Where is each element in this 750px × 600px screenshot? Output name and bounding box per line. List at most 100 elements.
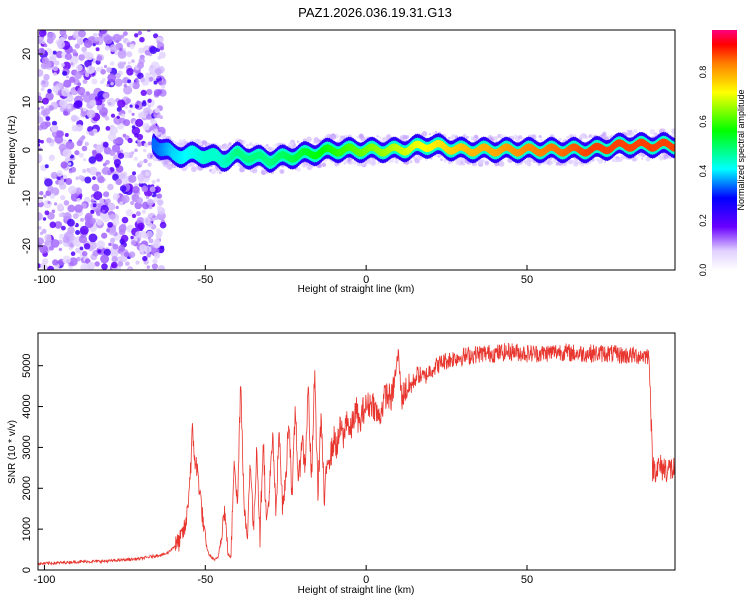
spectrogram-halo-cell xyxy=(166,163,173,170)
x-tick-label: 50 xyxy=(521,274,533,286)
spectrogram-noise-cell xyxy=(102,77,106,82)
spectrogram-noise-cell xyxy=(131,125,136,129)
spectrogram-noise-cell xyxy=(60,161,68,169)
spectrogram-noise-cell xyxy=(60,63,65,67)
spectrogram-noise-cell xyxy=(94,261,100,267)
spectrogram-noise-cell xyxy=(158,80,163,85)
spectrogram-noise-cell xyxy=(146,221,153,228)
spectrogram-noise-cell xyxy=(123,151,130,159)
spectrogram-noise-cell xyxy=(96,105,103,111)
spectrogram-halo-cell xyxy=(161,161,165,164)
spectrogram-halo-cell xyxy=(669,157,672,160)
spectrogram-noise-cell xyxy=(83,51,92,60)
spectrogram-noise-cell xyxy=(129,82,134,87)
spectrogram-noise-cell xyxy=(151,179,156,185)
spectrogram-noise-cell xyxy=(127,137,133,144)
spectrogram-noise-cell xyxy=(88,156,97,164)
spectrogram-noise-cell xyxy=(76,140,83,147)
spectrogram-halo-cell xyxy=(359,133,364,139)
spectrogram-noise-cell xyxy=(115,205,119,210)
spectrogram-noise-cell xyxy=(103,191,109,197)
spectrogram-noise-cell xyxy=(75,230,81,235)
spectrogram-noise-cell xyxy=(148,238,154,244)
spectrogram-noise-cell xyxy=(109,213,116,220)
spectrogram-halo-cell xyxy=(633,129,638,134)
spectrogram-noise-cell xyxy=(38,263,41,269)
spectrogram-noise-cell xyxy=(146,265,150,269)
spectrogram-halo-cell xyxy=(387,134,391,138)
spectrogram-noise-cell xyxy=(138,47,145,54)
spectrogram-x-label: Height of straight line (km) xyxy=(298,284,415,295)
spectrogram-noise-cell xyxy=(52,85,60,93)
spectrogram-halo-cell xyxy=(513,134,519,140)
spectrogram-noise-cell xyxy=(54,202,58,206)
spectrogram-noise-cell xyxy=(112,218,120,226)
spectrogram-noise-cell xyxy=(131,213,137,219)
spectrogram-noise-cell xyxy=(51,139,55,144)
spectrogram-noise-cell xyxy=(40,139,44,144)
spectrogram-noise-cell xyxy=(67,204,76,213)
spectrogram-halo-cell xyxy=(548,163,551,166)
spectrogram-noise-cell xyxy=(156,228,161,233)
spectrogram-noise-cell xyxy=(109,61,115,66)
spectrogram-noise-cell xyxy=(123,119,131,127)
spectrogram-noise-cell xyxy=(136,80,140,83)
spectrogram-noise-cell xyxy=(40,62,48,70)
spectrogram-noise-cell xyxy=(44,210,50,216)
spectrogram-noise-cell xyxy=(113,159,121,167)
spectrogram-noise-cell xyxy=(135,211,141,217)
colorbar-tick-label: 0.6 xyxy=(698,115,708,128)
spectrogram-ridge-cell xyxy=(672,144,675,152)
spectrogram-noise-cell xyxy=(45,121,51,127)
spectrogram-noise-cell xyxy=(58,213,63,218)
spectrogram-noise-cell xyxy=(70,62,74,66)
x-tick-label: -100 xyxy=(33,574,55,586)
spectrogram-noise-cell xyxy=(75,242,81,248)
spectrogram-noise-cell xyxy=(50,171,58,179)
spectrogram-noise-cell xyxy=(38,92,42,97)
spectrogram-noise-cell xyxy=(117,99,126,108)
spectrogram-halo-cell xyxy=(631,156,637,162)
spectrogram-noise-cell xyxy=(130,200,135,206)
spectrogram-halo-cell xyxy=(523,159,530,165)
spectrogram-noise-cell xyxy=(47,88,52,94)
spectrogram-noise-cell xyxy=(141,209,146,214)
spectrogram-noise-cell xyxy=(100,66,104,70)
spectrogram-halo-cell xyxy=(619,156,624,161)
spectrogram-noise-cell xyxy=(38,30,47,37)
spectrogram-noise-cell xyxy=(154,186,161,193)
spectrogram-noise-cell xyxy=(148,205,153,210)
spectrogram-noise-cell xyxy=(63,110,69,116)
y-tick-label: 5000 xyxy=(21,353,33,377)
spectrogram-noise-cell xyxy=(130,235,134,240)
spectrogram-noise-cell xyxy=(67,226,75,234)
y-tick-label: -10 xyxy=(21,190,33,206)
spectrogram-noise-cell xyxy=(136,100,140,105)
spectrogram-noise-cell xyxy=(123,31,128,36)
spectrogram-noise-cell xyxy=(47,32,56,41)
spectrogram-noise-cell xyxy=(143,107,151,115)
spectrogram-noise-cell xyxy=(59,233,65,240)
spectrogram-noise-cell xyxy=(81,145,88,152)
y-tick-label: 0 xyxy=(21,147,33,153)
spectrogram-noise-cell xyxy=(41,97,49,105)
spectrogram-noise-cell xyxy=(140,77,146,83)
spectrogram-noise-cell xyxy=(70,114,78,122)
spectrogram-noise-cell xyxy=(149,186,156,193)
spectrogram-halo-cell xyxy=(583,135,587,138)
spectrogram-noise-cell xyxy=(94,144,104,154)
spectrogram-halo-cell xyxy=(266,144,269,147)
spectrogram-noise-cell xyxy=(121,178,128,185)
spectrogram-noise-cell xyxy=(95,47,100,52)
spectrogram-noise-cell xyxy=(79,246,84,251)
spectrogram-noise-cell xyxy=(159,46,164,51)
spectrogram-halo-cell xyxy=(568,159,574,165)
spectrogram-noise-cell xyxy=(80,263,88,270)
spectrogram-halo-cell xyxy=(641,157,644,160)
spectrogram-halo-cell xyxy=(306,136,312,143)
spectrogram-noise-cell xyxy=(139,248,144,253)
spectrogram-noise-cell xyxy=(161,84,166,89)
spectrogram-noise-cell xyxy=(70,251,76,256)
spectrogram-noise-cell xyxy=(75,247,81,253)
